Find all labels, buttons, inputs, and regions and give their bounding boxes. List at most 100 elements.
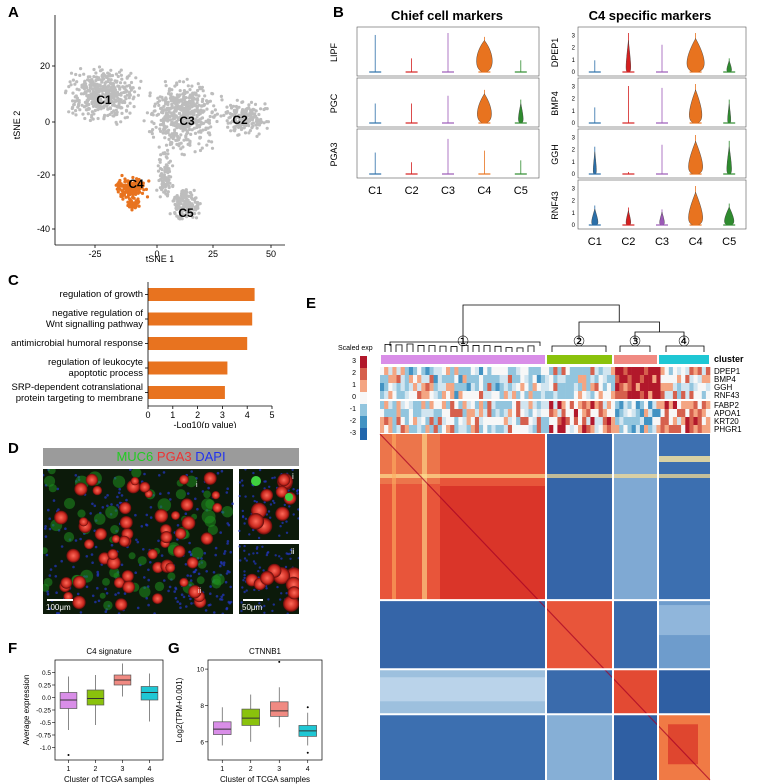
expr-cell bbox=[656, 391, 661, 399]
expr-cell bbox=[565, 401, 570, 409]
expr-cell bbox=[582, 367, 587, 375]
dapi-nucleus bbox=[221, 612, 225, 614]
tsne-cell-point bbox=[197, 142, 201, 146]
tsne-cell-point bbox=[163, 188, 168, 193]
tsne-cell-point bbox=[95, 84, 99, 88]
expr-cell bbox=[644, 391, 649, 399]
violin-xcat: C3 bbox=[655, 236, 669, 248]
expr-cell bbox=[623, 425, 628, 433]
muc6-signal bbox=[137, 556, 147, 566]
tsne-cell-point bbox=[125, 109, 129, 113]
tsne-cell-point bbox=[177, 100, 181, 104]
pga3-cell bbox=[60, 577, 73, 589]
dapi-nucleus bbox=[269, 516, 272, 519]
tsne-cell-point bbox=[183, 92, 187, 96]
dapi-nucleus bbox=[253, 499, 256, 503]
expr-cell bbox=[660, 375, 665, 383]
expr-cell bbox=[685, 425, 690, 433]
tsne-cell-point bbox=[185, 132, 189, 136]
expr-cell bbox=[396, 375, 401, 383]
expr-cell bbox=[615, 367, 620, 375]
tsne-cell-point bbox=[186, 110, 190, 114]
tsne-cell-point bbox=[74, 109, 78, 113]
pga3-cell bbox=[84, 539, 95, 550]
tsne-cell-point bbox=[74, 113, 78, 117]
dapi-nucleus bbox=[216, 471, 220, 475]
expr-gene-label: FABP2 bbox=[714, 401, 739, 410]
expr-cell bbox=[697, 383, 702, 391]
dapi-nucleus bbox=[147, 568, 150, 572]
tsne-cell-point bbox=[179, 133, 183, 137]
expr-cell bbox=[619, 367, 624, 375]
expr-cell bbox=[598, 425, 603, 433]
violin-ytick: 3 bbox=[572, 84, 576, 90]
dapi-nucleus bbox=[240, 609, 243, 613]
tsne-cell-point bbox=[187, 118, 191, 122]
tsne-cell-point bbox=[130, 208, 134, 212]
tsne-cell-point bbox=[126, 195, 130, 199]
tsne-cell-point bbox=[140, 185, 144, 190]
dapi-nucleus bbox=[278, 534, 281, 537]
dapi-nucleus bbox=[255, 500, 258, 504]
muc6-signal bbox=[212, 573, 225, 586]
dapi-nucleus bbox=[184, 563, 188, 566]
expr-cell bbox=[648, 401, 653, 409]
expr-cell bbox=[619, 401, 624, 409]
expr-cell bbox=[644, 409, 649, 417]
tsne-cell-point bbox=[85, 86, 89, 90]
expr-cell bbox=[483, 409, 488, 417]
corr-block bbox=[380, 714, 546, 780]
tsne-cell-point bbox=[69, 83, 73, 87]
tsne-cell-point bbox=[121, 197, 125, 201]
expr-cell bbox=[549, 367, 554, 375]
expr-cell bbox=[578, 401, 583, 409]
expr-cell bbox=[672, 425, 678, 433]
expr-cell bbox=[705, 383, 711, 391]
dapi-nucleus bbox=[186, 492, 190, 495]
expr-cell bbox=[507, 425, 513, 433]
expr-cell bbox=[697, 425, 702, 433]
tsne-cell-point bbox=[132, 105, 136, 109]
expr-cell bbox=[590, 391, 595, 399]
violin-shape bbox=[625, 209, 631, 226]
tsne-cell-point bbox=[175, 142, 179, 146]
dapi-nucleus bbox=[91, 502, 94, 506]
expr-cell bbox=[594, 383, 599, 391]
expr-cell bbox=[483, 383, 488, 391]
dapi-nucleus bbox=[93, 504, 97, 508]
pga3-cell-inset bbox=[260, 488, 274, 502]
expr-cell bbox=[652, 383, 657, 391]
violin-ytick: 3 bbox=[572, 186, 576, 192]
tsne-cell-point bbox=[186, 122, 190, 126]
tsne-cell-point bbox=[184, 197, 189, 201]
expr-cell bbox=[388, 391, 393, 399]
tsne-cell-point bbox=[206, 120, 210, 124]
c4-markers-title: C4 specific markers bbox=[589, 8, 712, 23]
expr-cell bbox=[586, 383, 591, 391]
muc6-signal bbox=[139, 586, 151, 598]
expr-cell bbox=[400, 425, 405, 433]
dapi-nucleus bbox=[136, 540, 140, 544]
expr-cell bbox=[437, 383, 443, 391]
expr-cell bbox=[495, 409, 500, 417]
pga3-cell-inset bbox=[283, 595, 299, 612]
dendro-leaf bbox=[395, 344, 403, 352]
pga3-cell bbox=[160, 531, 173, 544]
expr-cell bbox=[615, 425, 620, 433]
expr-cell bbox=[528, 401, 533, 409]
pga3-cell-inset bbox=[260, 571, 275, 586]
dapi-nucleus bbox=[56, 487, 60, 491]
expr-cell bbox=[606, 375, 612, 383]
tsne-cell-point bbox=[127, 74, 131, 78]
tsne-ylabel: tSNE 2 bbox=[12, 111, 22, 140]
expr-cell bbox=[648, 417, 653, 425]
expr-cell bbox=[545, 425, 550, 433]
tsne-cell-point bbox=[166, 116, 170, 120]
dapi-nucleus bbox=[226, 542, 229, 545]
tsne-cell-point bbox=[144, 187, 148, 191]
expr-cell bbox=[446, 409, 451, 417]
expr-cell bbox=[540, 383, 546, 391]
expr-cell bbox=[639, 383, 645, 391]
cluster-label-c2: C2 bbox=[232, 113, 248, 127]
tsne-cell-point bbox=[171, 146, 175, 150]
